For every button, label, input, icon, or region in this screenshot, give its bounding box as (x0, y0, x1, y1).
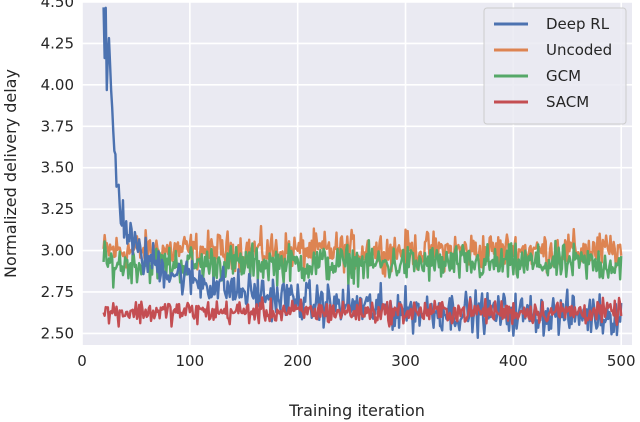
y-tick-label: 3.00 (41, 242, 74, 260)
y-axis-ticks: 2.50 2.75 3.00 3.25 3.50 3.75 4.00 4.25 4.50 (41, 0, 74, 342)
series-line-uncoded (102, 224, 623, 278)
series-line-gcm (102, 239, 623, 289)
y-tick-label: 3.50 (41, 159, 74, 177)
series-line-sacm (102, 296, 623, 328)
y-axis-label: Normalized delivery delay (1, 69, 20, 278)
y-tick-label: 4.00 (41, 76, 74, 94)
y-tick-label: 3.75 (41, 117, 74, 135)
x-tick-label: 200 (283, 352, 312, 370)
legend-label: SACM (546, 93, 589, 111)
legend-label: GCM (546, 67, 581, 85)
y-tick-label: 3.25 (41, 200, 74, 218)
x-tick-label: 400 (499, 352, 528, 370)
legend: Deep RL Uncoded GCM SACM (483, 7, 627, 125)
x-tick-label: 300 (391, 352, 420, 370)
y-tick-label: 4.25 (41, 34, 74, 52)
y-tick-label: 2.75 (41, 283, 74, 301)
x-tick-label: 0 (77, 352, 87, 370)
x-axis-label: Training iteration (288, 401, 425, 420)
legend-box (483, 7, 627, 125)
legend-label: Uncoded (546, 41, 612, 59)
series-lines (102, 6, 623, 339)
x-tick-label: 500 (607, 352, 636, 370)
legend-label: Deep RL (546, 15, 610, 33)
y-tick-label: 4.50 (41, 0, 74, 11)
x-axis-ticks: 0 100 200 300 400 500 (77, 352, 635, 370)
x-tick-label: 100 (176, 352, 205, 370)
y-tick-label: 2.50 (41, 324, 74, 342)
